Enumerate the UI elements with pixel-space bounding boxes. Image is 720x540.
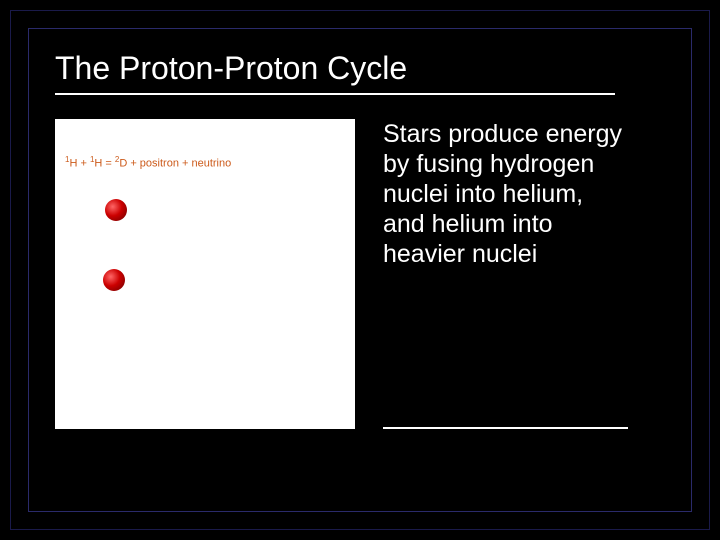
proton-icon <box>103 269 125 291</box>
proton-icon <box>105 199 127 221</box>
caption-box: Stars produce energy by fusing hydrogen … <box>383 119 628 429</box>
caption-text: Stars produce energy by fusing hydrogen … <box>383 119 628 269</box>
diagram-box: 1H + 1H = 2D + positron + neutrino <box>55 119 355 429</box>
title-underline <box>55 93 615 95</box>
body-row: 1H + 1H = 2D + positron + neutrino Stars… <box>55 119 665 429</box>
slide-title: The Proton-Proton Cycle <box>55 50 665 87</box>
slide-content: The Proton-Proton Cycle 1H + 1H = 2D + p… <box>55 50 665 490</box>
reaction-equation: 1H + 1H = 2D + positron + neutrino <box>65 155 231 170</box>
